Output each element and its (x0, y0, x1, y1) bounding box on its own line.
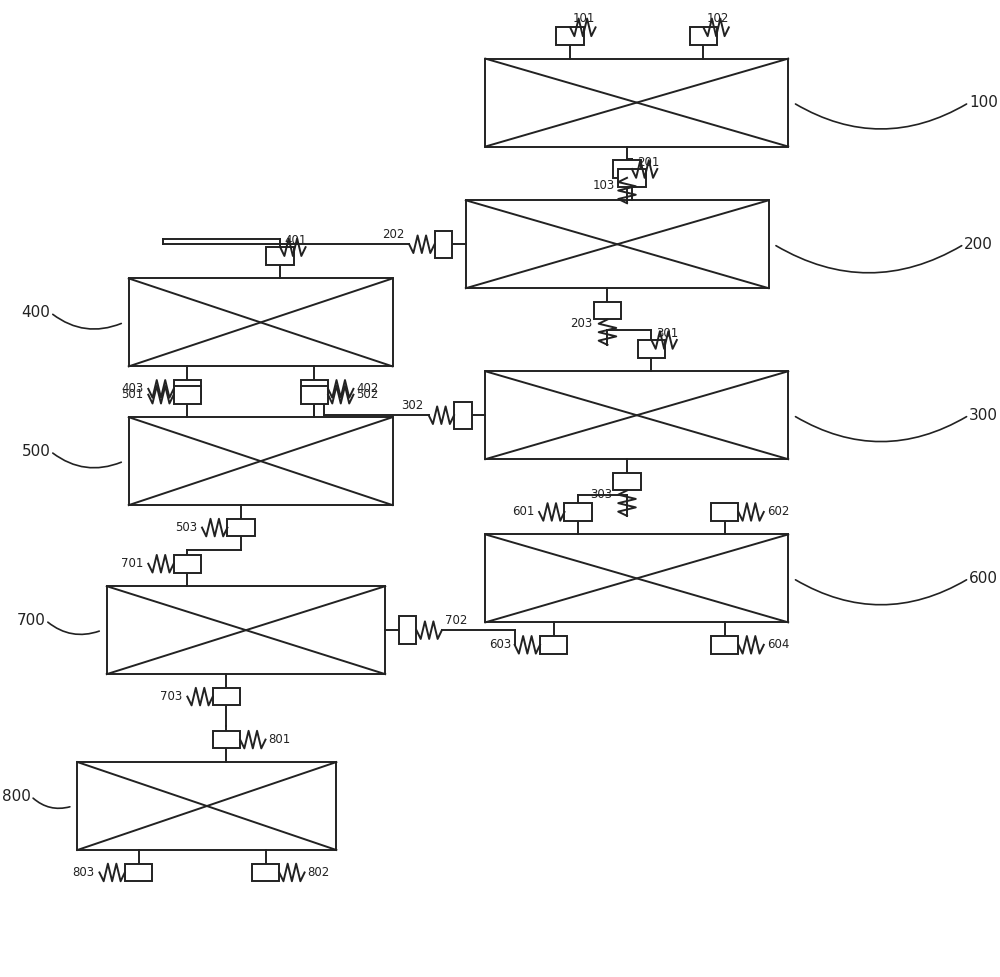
Text: 503: 503 (175, 521, 197, 534)
Text: 300: 300 (969, 407, 998, 423)
Text: 603: 603 (489, 638, 512, 652)
Bar (77, 762, 336, 850)
Bar (485, 371, 788, 459)
Text: 303: 303 (590, 488, 612, 500)
Bar (466, 200, 769, 288)
Bar (485, 534, 788, 622)
Text: 102: 102 (706, 13, 729, 25)
Bar (266, 247, 294, 265)
Bar (435, 231, 452, 258)
Text: 800: 800 (2, 788, 31, 804)
Bar (125, 864, 152, 881)
Text: 403: 403 (121, 382, 143, 396)
Bar (174, 555, 201, 573)
Bar (711, 636, 738, 654)
Text: 401: 401 (284, 234, 306, 247)
Text: 103: 103 (593, 179, 615, 191)
Bar (613, 473, 641, 490)
Bar (711, 503, 738, 521)
Text: 201: 201 (637, 156, 659, 169)
Bar (213, 731, 240, 748)
Text: 700: 700 (17, 613, 46, 628)
Bar (613, 160, 641, 178)
Text: 203: 203 (570, 317, 593, 329)
Bar (107, 586, 385, 674)
Bar (690, 27, 717, 45)
Bar (556, 27, 584, 45)
Bar (638, 340, 665, 358)
Text: 101: 101 (573, 13, 595, 25)
Text: 402: 402 (356, 382, 379, 396)
Bar (174, 380, 201, 398)
Text: 602: 602 (767, 505, 789, 519)
Bar (301, 386, 328, 404)
Text: 302: 302 (402, 400, 424, 412)
Text: 200: 200 (964, 236, 993, 252)
Text: 501: 501 (121, 388, 143, 402)
Text: 301: 301 (656, 327, 679, 340)
Text: 802: 802 (308, 866, 330, 879)
Bar (213, 688, 240, 705)
Bar (227, 519, 255, 536)
Bar (129, 417, 393, 505)
Text: 600: 600 (969, 571, 998, 586)
Text: 604: 604 (767, 638, 789, 652)
Bar (618, 169, 646, 187)
Bar (454, 402, 472, 429)
Text: 702: 702 (445, 615, 467, 627)
Text: 202: 202 (382, 229, 404, 241)
Text: 801: 801 (268, 733, 291, 746)
Text: 100: 100 (969, 95, 998, 110)
Bar (564, 503, 592, 521)
Text: 703: 703 (160, 690, 182, 703)
Text: 701: 701 (121, 557, 143, 571)
Text: 601: 601 (512, 505, 534, 519)
Bar (252, 864, 279, 881)
Text: 803: 803 (72, 866, 95, 879)
Text: 502: 502 (356, 388, 379, 402)
Bar (485, 59, 788, 147)
Text: 500: 500 (22, 444, 51, 459)
Bar (174, 386, 201, 404)
Bar (594, 302, 621, 319)
Bar (129, 278, 393, 366)
Bar (301, 380, 328, 398)
Text: 400: 400 (22, 305, 51, 320)
Bar (399, 616, 416, 644)
Bar (540, 636, 567, 654)
